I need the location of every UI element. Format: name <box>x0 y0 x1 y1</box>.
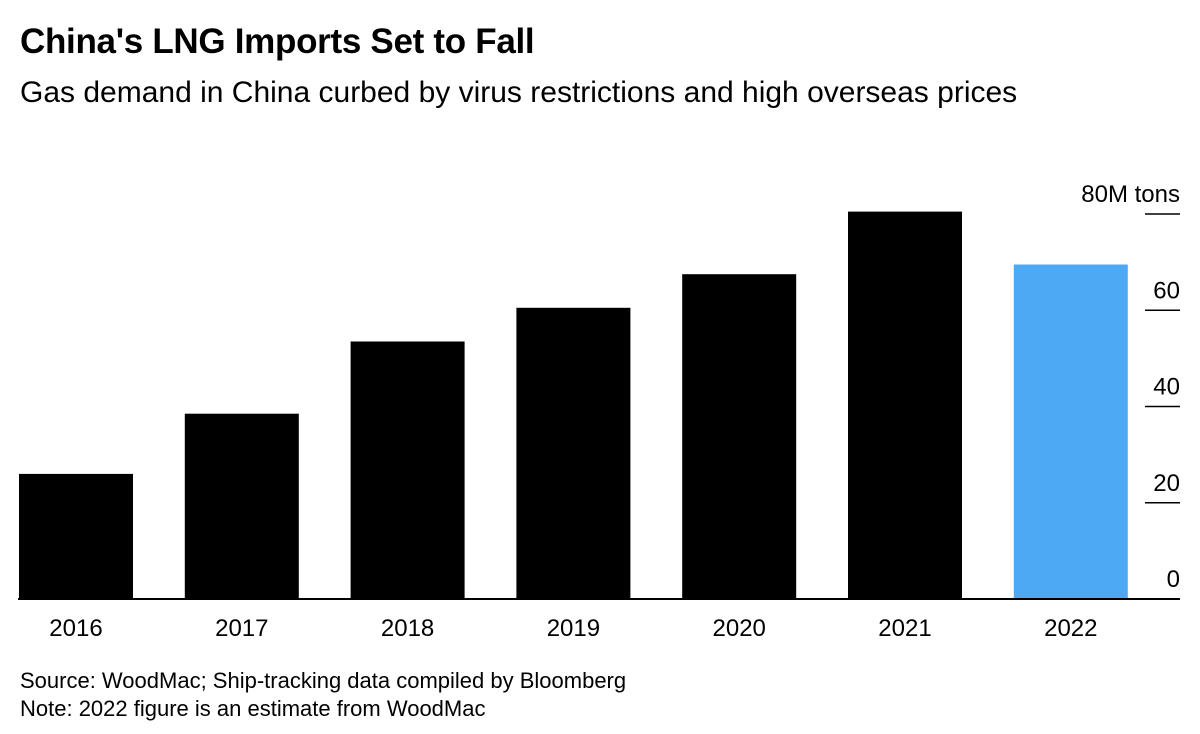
x-tick-label-2021: 2021 <box>878 615 931 642</box>
bar-2019 <box>516 307 631 599</box>
x-tick-label-2020: 2020 <box>713 615 766 642</box>
bar-2021 <box>848 211 962 599</box>
x-tick-label-2019: 2019 <box>547 615 600 642</box>
y-tick-label-0: 0 <box>1167 566 1180 593</box>
bar-2016 <box>19 473 133 599</box>
x-tick-label-2022: 2022 <box>1044 615 1097 642</box>
y-tick-label-80: 80M tons <box>1081 181 1180 208</box>
bar-2018 <box>350 341 465 599</box>
bar-2017 <box>184 413 299 599</box>
bar-2020 <box>682 274 797 599</box>
x-tick-label-2017: 2017 <box>215 615 268 642</box>
x-tick-label-2016: 2016 <box>49 615 102 642</box>
y-tick-label-40: 40 <box>1153 374 1180 401</box>
chart-title: China's LNG Imports Set to Fall <box>20 22 535 61</box>
y-tick-label-20: 20 <box>1153 470 1180 497</box>
chart-subtitle: Gas demand in China curbed by virus rest… <box>20 76 1018 109</box>
bar-2022 <box>1013 264 1128 599</box>
estimate-note: Note: 2022 figure is an estimate from Wo… <box>20 696 486 721</box>
source-note: Source: WoodMac; Ship-tracking data comp… <box>20 668 627 693</box>
x-tick-label-2018: 2018 <box>381 615 434 642</box>
y-tick-label-60: 60 <box>1153 277 1180 304</box>
